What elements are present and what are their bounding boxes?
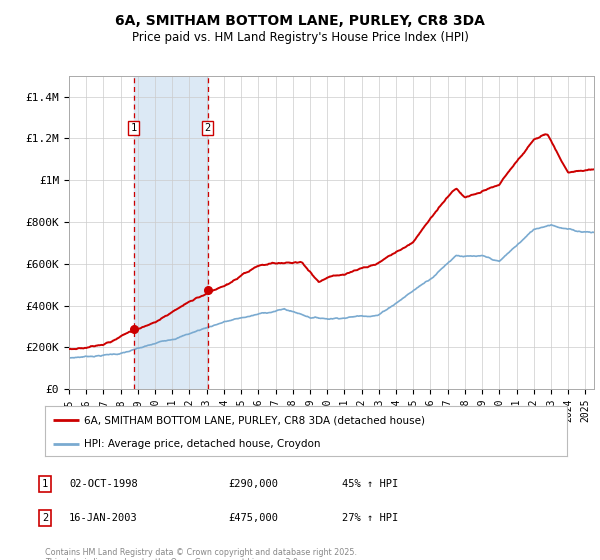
Bar (134, 76, 208, 389)
Text: 2: 2 (42, 513, 48, 523)
Text: 1: 1 (130, 123, 137, 133)
Text: 1: 1 (42, 479, 48, 489)
Text: £290,000: £290,000 (228, 479, 278, 489)
Text: 27% ↑ HPI: 27% ↑ HPI (342, 513, 398, 523)
Text: Contains HM Land Registry data © Crown copyright and database right 2025.
This d: Contains HM Land Registry data © Crown c… (45, 548, 357, 560)
Text: 2: 2 (205, 123, 211, 133)
Text: Price paid vs. HM Land Registry's House Price Index (HPI): Price paid vs. HM Land Registry's House … (131, 31, 469, 44)
Text: HPI: Average price, detached house, Croydon: HPI: Average price, detached house, Croy… (84, 439, 320, 449)
Text: 6A, SMITHAM BOTTOM LANE, PURLEY, CR8 3DA (detached house): 6A, SMITHAM BOTTOM LANE, PURLEY, CR8 3DA… (84, 415, 425, 425)
Text: 45% ↑ HPI: 45% ↑ HPI (342, 479, 398, 489)
Text: 02-OCT-1998: 02-OCT-1998 (69, 479, 138, 489)
Text: 6A, SMITHAM BOTTOM LANE, PURLEY, CR8 3DA: 6A, SMITHAM BOTTOM LANE, PURLEY, CR8 3DA (115, 14, 485, 28)
Text: 16-JAN-2003: 16-JAN-2003 (69, 513, 138, 523)
Text: £475,000: £475,000 (228, 513, 278, 523)
